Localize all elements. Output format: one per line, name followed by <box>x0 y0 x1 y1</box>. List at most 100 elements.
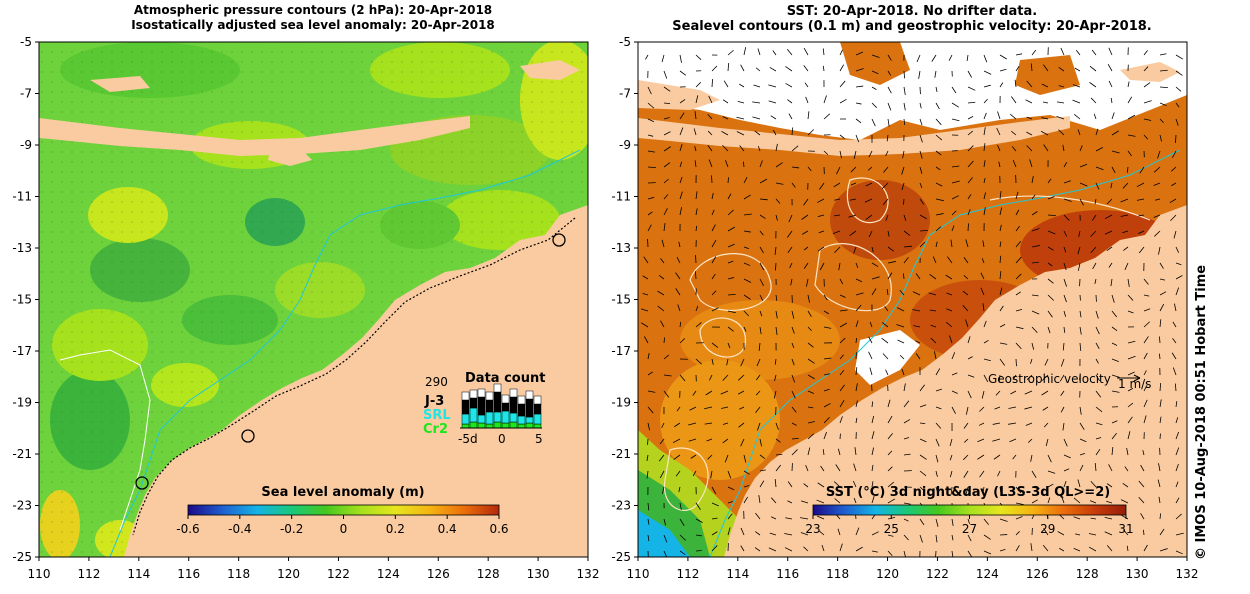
data-count-bar <box>486 392 493 400</box>
data-count-bar <box>478 397 485 415</box>
velocity-arrow <box>664 337 665 343</box>
sla-map <box>39 40 600 560</box>
left-y-tick-label: -9 <box>20 138 32 152</box>
data-count-tick-end: 5 <box>535 432 543 446</box>
velocity-arrow <box>856 338 857 343</box>
data-count-bar <box>518 416 525 424</box>
sla-colorbar-tick: 0.2 <box>386 522 405 536</box>
left-x-tick-label: 112 <box>77 567 100 581</box>
data-count-bar <box>494 422 501 428</box>
data-count-bar <box>494 384 501 392</box>
sla-colorbar-tick: -0.4 <box>228 522 251 536</box>
left-x-tick-label: 110 <box>28 567 51 581</box>
sst-colorbar-tick: 27 <box>962 522 977 536</box>
data-count-bar <box>478 389 485 397</box>
data-count-series-srl: SRL <box>423 408 451 423</box>
right-x-tick-label: 112 <box>676 567 699 581</box>
right-y-tick-label: -23 <box>611 499 631 513</box>
sla-colorbar-tick: -0.2 <box>280 522 303 536</box>
left-y-tick-label: -25 <box>12 550 32 564</box>
sla-colorbar-tick: -0.6 <box>176 522 199 536</box>
data-count-series-j3: J-3 <box>424 394 444 409</box>
data-count-bar <box>486 424 493 428</box>
data-count-bar <box>526 423 533 428</box>
sla-colorbar-tick: 0 <box>340 522 348 536</box>
right-y-tick-label: -19 <box>611 396 631 410</box>
right-y-tick-label: -21 <box>611 447 631 461</box>
data-count-bar <box>502 423 509 428</box>
left-x-tick-label: 132 <box>577 567 600 581</box>
right-x-tick-label: 124 <box>976 567 999 581</box>
data-count-bar <box>494 392 501 412</box>
data-count-bar <box>518 404 525 416</box>
data-count-bar <box>502 411 509 423</box>
right-title-line1: SST: 20-Apr-2018. No drifter data. <box>787 4 1037 19</box>
right-y-tick-label: -9 <box>619 138 631 152</box>
left-x-tick-label: 116 <box>177 567 200 581</box>
data-count-max: 290 <box>425 375 448 389</box>
sst-colorbar-tick: 25 <box>884 522 899 536</box>
left-x-tick-label: 130 <box>527 567 550 581</box>
left-y-tick-label: -15 <box>12 293 32 307</box>
left-x-tick-label: 120 <box>277 567 300 581</box>
left-y-tick-label: -11 <box>12 190 32 204</box>
left-x-tick-label: 122 <box>327 567 350 581</box>
left-y-tick-label: -5 <box>20 35 32 49</box>
sla-colorbar-label: Sea level anomaly (m) <box>261 485 424 500</box>
data-count-bar <box>534 404 541 414</box>
sst-colorbar-tick: 29 <box>1040 522 1055 536</box>
right-x-tick-label: 114 <box>726 567 749 581</box>
left-y-tick-label: -7 <box>20 87 32 101</box>
right-x-tick-label: 126 <box>1026 567 1049 581</box>
data-count-bar <box>534 414 541 424</box>
data-count-bar <box>534 396 541 404</box>
right-x-tick-label: 132 <box>1176 567 1199 581</box>
velocity-arrow <box>728 177 729 183</box>
data-count-bar <box>518 424 525 428</box>
left-y-tick-label: -23 <box>12 499 32 513</box>
right-x-tick-label: 116 <box>776 567 799 581</box>
data-count-bar <box>462 424 469 428</box>
velocity-arrow <box>1175 135 1176 143</box>
data-count-bar <box>462 400 469 414</box>
left-y-tick-label: -13 <box>12 241 32 255</box>
data-count-bar <box>534 424 541 428</box>
right-y-tick-label: -5 <box>619 35 631 49</box>
data-count-bar <box>510 413 517 422</box>
right-y-tick-label: -17 <box>611 344 631 358</box>
right-y-tick-label: -15 <box>611 293 631 307</box>
data-count-bar <box>470 390 477 398</box>
right-x-tick-label: 118 <box>826 567 849 581</box>
right-y-tick-label: -25 <box>611 550 631 564</box>
data-count-title: Data count <box>465 371 545 386</box>
left-x-tick-label: 118 <box>227 567 250 581</box>
right-x-tick-label: 120 <box>876 567 899 581</box>
velocity-arrow <box>903 199 904 205</box>
data-count-bar <box>518 396 525 404</box>
right-x-tick-label: 110 <box>627 567 650 581</box>
left-x-tick-label: 114 <box>127 567 150 581</box>
data-count-bar <box>486 412 493 424</box>
velocity-arrow <box>775 263 776 270</box>
sla-colorbar-bar <box>188 505 499 515</box>
right-title-line2: Sealevel contours (0.1 m) and geostrophi… <box>672 19 1151 34</box>
data-count-bar <box>462 414 469 424</box>
left-y-tick-label: -21 <box>12 447 32 461</box>
data-count-bar <box>526 417 533 423</box>
velocity-arrow <box>903 273 904 279</box>
data-count-bar <box>526 399 533 417</box>
data-count-tick-start: -5d <box>458 432 478 446</box>
left-y-tick-label: -17 <box>12 344 32 358</box>
data-count-bar <box>462 392 469 400</box>
right-panel: SST: 20-Apr-2018. No drifter data. Seale… <box>611 4 1198 581</box>
left-panel: Atmospheric pressure contours (2 hPa): 2… <box>12 3 600 581</box>
left-title-line1: Atmospheric pressure contours (2 hPa): 2… <box>134 3 492 17</box>
credit-text: © IMOS 10-Aug-2018 00:51 Hobart Time <box>1194 265 1209 560</box>
right-y-tick-label: -11 <box>611 190 631 204</box>
right-x-tick-label: 128 <box>1076 567 1099 581</box>
left-x-tick-label: 126 <box>427 567 450 581</box>
sst-colorbar-tick: 31 <box>1118 522 1133 536</box>
left-y-tick-label: -19 <box>12 396 32 410</box>
sla-colorbar-tick: 0.4 <box>438 522 457 536</box>
